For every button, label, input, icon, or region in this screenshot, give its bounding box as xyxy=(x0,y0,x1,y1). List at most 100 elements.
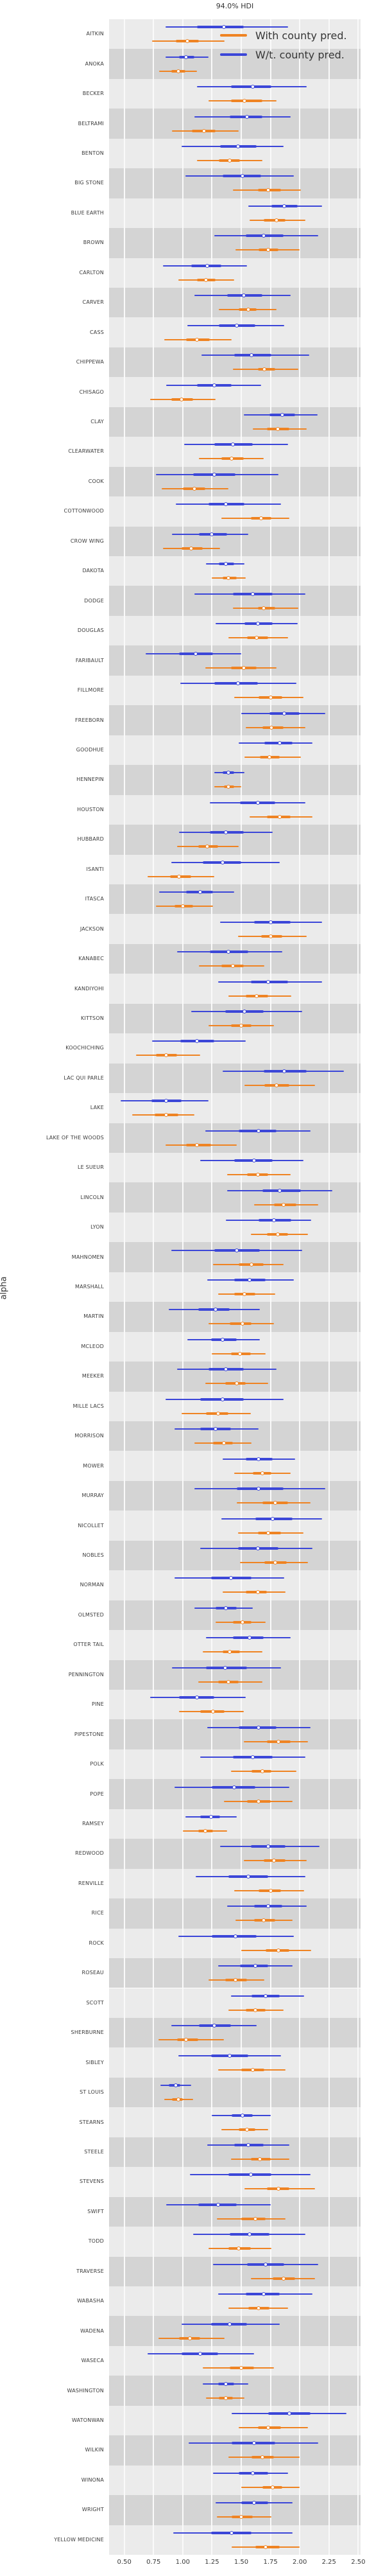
point-estimate-marker xyxy=(220,1337,225,1342)
point-estimate-marker xyxy=(261,606,266,610)
county-label: HENNEPIN xyxy=(76,776,104,783)
point-estimate-marker xyxy=(246,2142,250,2147)
point-estimate-marker xyxy=(247,1278,251,1282)
county-label: SWIFT xyxy=(87,2208,104,2214)
point-estimate-marker xyxy=(227,1650,232,1654)
point-estimate-marker xyxy=(226,576,230,581)
point-estimate-marker xyxy=(230,2530,234,2535)
county-row-band xyxy=(109,1719,361,1749)
point-estimate-marker xyxy=(253,1964,257,1968)
point-estimate-marker xyxy=(254,994,259,998)
county-row-band xyxy=(109,884,361,915)
county-label: MURRAY xyxy=(81,1493,104,1499)
hdi-thick-line-with_pred xyxy=(257,606,275,609)
county-row-band xyxy=(109,1540,361,1571)
point-estimate-marker xyxy=(241,665,246,670)
point-estimate-marker xyxy=(257,1799,261,1803)
county-label: NOBLES xyxy=(82,1552,104,1559)
point-estimate-marker xyxy=(246,308,250,312)
point-estimate-marker xyxy=(241,294,246,298)
point-estimate-marker xyxy=(257,1487,261,1491)
county-row-band xyxy=(109,1003,361,1034)
county-label: BLUE EARTH xyxy=(71,209,104,216)
county-row-band xyxy=(109,1272,361,1302)
gridline xyxy=(357,19,359,2555)
plot-area: With county pred. W/t. county pred. xyxy=(109,19,361,2555)
county-label: SIBLEY xyxy=(85,2059,104,2065)
county-row-band xyxy=(109,2137,361,2168)
point-estimate-marker xyxy=(226,771,230,775)
county-label: CARVER xyxy=(82,299,104,306)
county-row-band xyxy=(109,1928,361,1959)
county-label: WASECA xyxy=(81,2358,104,2364)
point-estimate-marker xyxy=(280,413,284,417)
point-estimate-marker xyxy=(257,1457,261,1461)
point-estimate-marker xyxy=(246,1874,250,1879)
point-estimate-marker xyxy=(238,1351,243,1356)
county-label: PINE xyxy=(91,1701,104,1708)
county-label: MAHNOMEN xyxy=(71,1254,104,1260)
county-row-band xyxy=(109,228,361,258)
county-row-band xyxy=(109,1600,361,1631)
point-estimate-marker xyxy=(224,562,228,566)
point-estimate-marker xyxy=(260,2455,264,2460)
county-label: NORMAN xyxy=(80,1582,104,1588)
x-tick-label: 1.75 xyxy=(263,2559,278,2566)
county-row-band xyxy=(109,2047,361,2078)
point-estimate-marker xyxy=(245,2127,250,2132)
county-label: MARTIN xyxy=(83,1313,104,1320)
point-estimate-marker xyxy=(187,2336,192,2340)
legend-label: W/t. county pred. xyxy=(255,48,345,61)
point-estimate-marker xyxy=(255,800,260,805)
hdi-thick-line-with_pred xyxy=(255,2545,280,2548)
county-label: ROCK xyxy=(89,1940,104,1946)
county-label: SHERBURNE xyxy=(71,2029,104,2036)
point-estimate-marker xyxy=(251,2067,255,2072)
county-label: MEEKER xyxy=(81,1373,104,1380)
point-estimate-marker xyxy=(227,2322,232,2326)
point-estimate-marker xyxy=(251,85,255,89)
point-estimate-marker xyxy=(240,1620,244,1624)
point-estimate-marker xyxy=(216,1411,220,1415)
county-label: FILLMORE xyxy=(77,687,104,694)
county-row-band xyxy=(109,2077,361,2108)
point-estimate-marker xyxy=(257,2306,261,2311)
point-estimate-marker xyxy=(268,696,273,700)
legend: With county pred. W/t. county pred. xyxy=(220,26,347,64)
point-estimate-marker xyxy=(255,1546,260,1551)
county-row-band xyxy=(109,526,361,557)
point-estimate-marker xyxy=(239,1023,244,1028)
county-label: FARIBAULT xyxy=(75,657,104,663)
x-axis: 0.50 0.75 1.00 1.25 1.50 1.75 2.00 2.25 2.50 xyxy=(0,2559,392,2572)
point-estimate-marker xyxy=(204,277,209,282)
point-estimate-marker xyxy=(266,2425,270,2430)
county-label: STEELE xyxy=(84,2148,104,2155)
point-estimate-marker xyxy=(228,1576,233,1581)
county-row-band xyxy=(109,1152,361,1183)
point-estimate-marker xyxy=(210,532,214,536)
county-row-band xyxy=(109,825,361,855)
county-row-band xyxy=(109,1391,361,1421)
county-row-band xyxy=(109,1182,361,1213)
point-estimate-marker xyxy=(261,2292,266,2297)
point-estimate-marker xyxy=(213,1308,217,1312)
county-row-band xyxy=(109,556,361,586)
county-row-band xyxy=(109,2286,361,2317)
county-label: STEVENS xyxy=(79,2178,104,2185)
county-label: MCLEOD xyxy=(81,1343,104,1349)
point-estimate-marker xyxy=(224,2381,228,2386)
county-label: CHIPPEWA xyxy=(76,359,104,365)
point-estimate-marker xyxy=(240,174,244,179)
county-label: LAC QUI PARLE xyxy=(64,1074,104,1081)
legend-entry-without: W/t. county pred. xyxy=(220,45,347,64)
point-estimate-marker xyxy=(275,427,280,432)
county-label: HOUSTON xyxy=(77,806,104,812)
point-estimate-marker xyxy=(226,950,230,954)
county-label: COTTONWOOD xyxy=(64,508,104,514)
point-estimate-marker xyxy=(223,1665,227,1670)
gridline xyxy=(211,19,213,2555)
point-estimate-marker xyxy=(180,397,184,401)
point-estimate-marker xyxy=(260,1471,264,1475)
county-label: PIPESTONE xyxy=(74,1731,104,1737)
point-estimate-marker xyxy=(268,934,273,938)
